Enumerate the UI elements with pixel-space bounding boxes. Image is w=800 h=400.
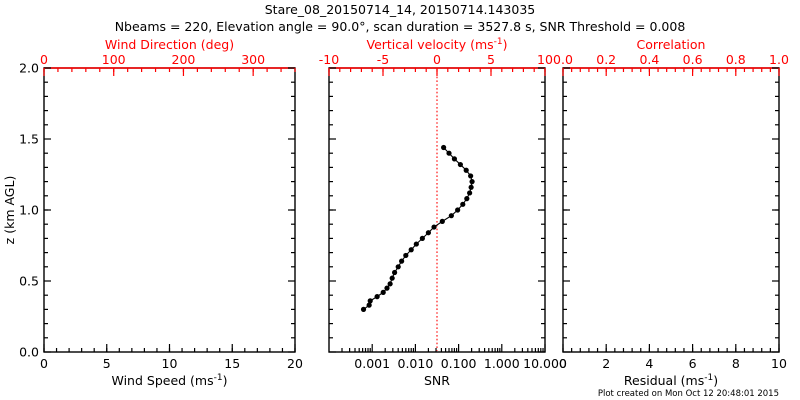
data-point [367,298,373,304]
x-top-tick-label: 0.6 [683,52,703,67]
y-ticks-panel-3 [563,67,779,353]
x-axis-top-panel-1: 0 100 200 300 [40,52,296,76]
x-top-tick-label: 1.0 [769,52,789,67]
data-point [451,156,458,162]
x-tick-label: 5 [103,356,111,371]
x-top-tick-label: 0 [40,52,48,67]
x-top-tick-label: 0.4 [639,52,659,67]
x-axis-label: Residual (ms-1) [624,373,718,388]
data-point [463,167,469,173]
panel-3: 0 2 4 6 8 10 0.0 0.2 0.4 0.6 0.8 1.0 Residual (ms-1)… [553,37,789,388]
series-line [363,147,473,310]
x-top-tick-label: 0.0 [553,52,573,67]
x-tick-label: 0 [559,356,567,371]
x-tick-label: 0.100 [441,356,477,371]
x-top-tick-label: 0.2 [596,52,616,67]
data-point [408,247,414,253]
data-point [468,173,474,179]
data-point [457,161,463,168]
creation-stamp: Plot created on Mon Oct 12 20:48:01 2015 [598,389,779,399]
data-point [374,294,380,300]
x-tick-label: 10 [162,356,178,371]
x-top-tick-label: 100 [102,52,126,67]
x-tick-label: 1.000 [484,356,520,371]
x-tick-label: 8 [732,356,740,371]
data-point [468,184,474,190]
data-point [366,302,372,308]
data-point [380,289,386,295]
y-axis-label: z (km AGL) [2,176,17,245]
y-tick-label: 0.5 [19,274,39,289]
x-top-tick-label: 0 [433,52,441,67]
data-point [425,230,431,236]
x-axis-top-panel-3: 0.0 0.2 0.4 0.6 0.8 1.0 [553,52,789,76]
data-point [464,196,470,202]
data-point [387,281,393,287]
data-point [467,190,473,196]
data-point [413,241,419,247]
data-point [395,264,401,270]
data-point [439,218,445,224]
data-point [384,285,390,291]
series-snr-profile [360,144,475,312]
figure-titles: Stare_08_20150714_14, 20150714.143035 Nbe… [115,2,686,34]
panel-2: 0.001 0.010 0.100 1.000 10.000 -10 -5 0 5 10 SNR Ve… [319,37,567,388]
x-axis-bottom-panel-1: 0 5 10 15 20 [40,344,303,371]
x-top-tick-label: 0.8 [726,52,746,67]
y-ticks-panel-2 [329,67,545,353]
x-axis-label: SNR [424,373,450,388]
x-top-tick-label: -10 [319,52,339,67]
x-tick-label: 15 [224,356,240,371]
x-tick-label: 6 [689,356,697,371]
y-tick-label: 2.0 [19,61,39,76]
y-tick-label: 0.0 [19,345,39,360]
panel-frame [562,67,780,353]
plot-subtitle: Nbeams = 220, Elevation angle = 90.0°, s… [115,19,686,34]
x-tick-label: 2 [602,356,610,371]
panel-frame [43,67,296,353]
data-point [446,150,452,156]
x-tick-label: 4 [645,356,653,371]
x-axis-label: Wind Speed (ms-1) [112,373,228,388]
y-axis: z (km AGL) [2,176,17,245]
data-point [441,144,447,151]
x-top-tick-label: 300 [241,52,265,67]
y-tick-label: 1.0 [19,203,39,218]
data-point [469,179,475,185]
plot-title: Stare_08_20150714_14, 20150714.143035 [265,2,536,17]
x-tick-label: 0 [40,356,48,371]
data-point [455,207,461,213]
x-tick-label: 10 [771,356,787,371]
x-axis-top-panel-2: -10 -5 0 5 10 [319,52,553,76]
data-point [448,213,454,219]
data-point [403,252,409,259]
data-point [360,306,367,312]
data-point [431,224,437,230]
x-top-tick-label: 200 [172,52,196,67]
x-top-tick-label: 10 [537,52,553,67]
data-point [419,235,425,241]
x-top-tick-label: -5 [377,52,389,67]
x-tick-label: 0.010 [398,356,434,371]
y-tick-label: 1.5 [19,132,39,147]
x-axis-bottom-panel-3: 0 2 4 6 8 10 [559,344,787,371]
data-point [460,201,466,207]
created-stamp-text: Plot created on Mon Oct 12 20:48:01 2015 [598,389,779,399]
data-point [392,269,398,276]
x-axis-top-label: Vertical velocity (ms-1) [366,37,507,52]
x-tick-label: 20 [287,356,303,371]
data-point [389,275,395,281]
y-ticks-panel-1: 0.0 0.5 1.0 1.5 2.0 [19,61,295,360]
x-axis-top-label: Correlation [637,37,706,52]
x-tick-label: 0.001 [354,356,390,371]
data-point [399,258,405,264]
x-tick-label: 10.000 [523,356,567,371]
x-top-tick-label: 5 [487,52,495,67]
x-axis-top-label: Wind Direction (deg) [105,37,234,52]
x-axis-bottom-panel-2: 0.001 0.010 0.100 1.000 10.000 [341,344,567,371]
